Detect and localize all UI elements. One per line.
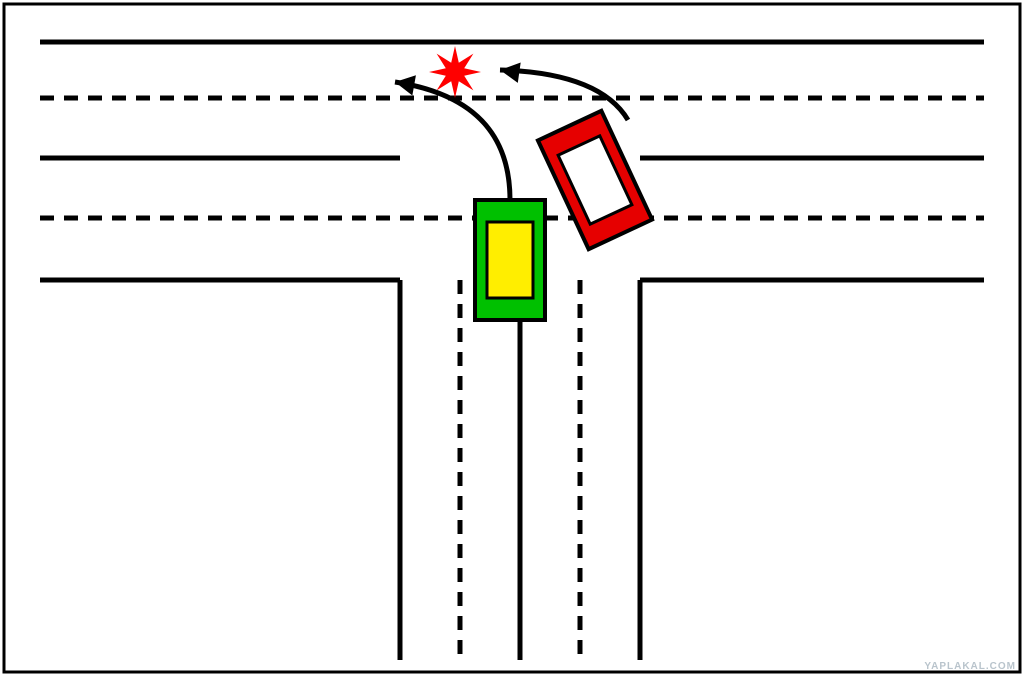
green-car — [475, 200, 545, 320]
watermark-text: YAPLAKAL.COM — [924, 661, 1016, 672]
traffic-accident-diagram: YAPLAKAL.COM — [0, 0, 1024, 676]
diagram-svg — [0, 0, 1024, 676]
